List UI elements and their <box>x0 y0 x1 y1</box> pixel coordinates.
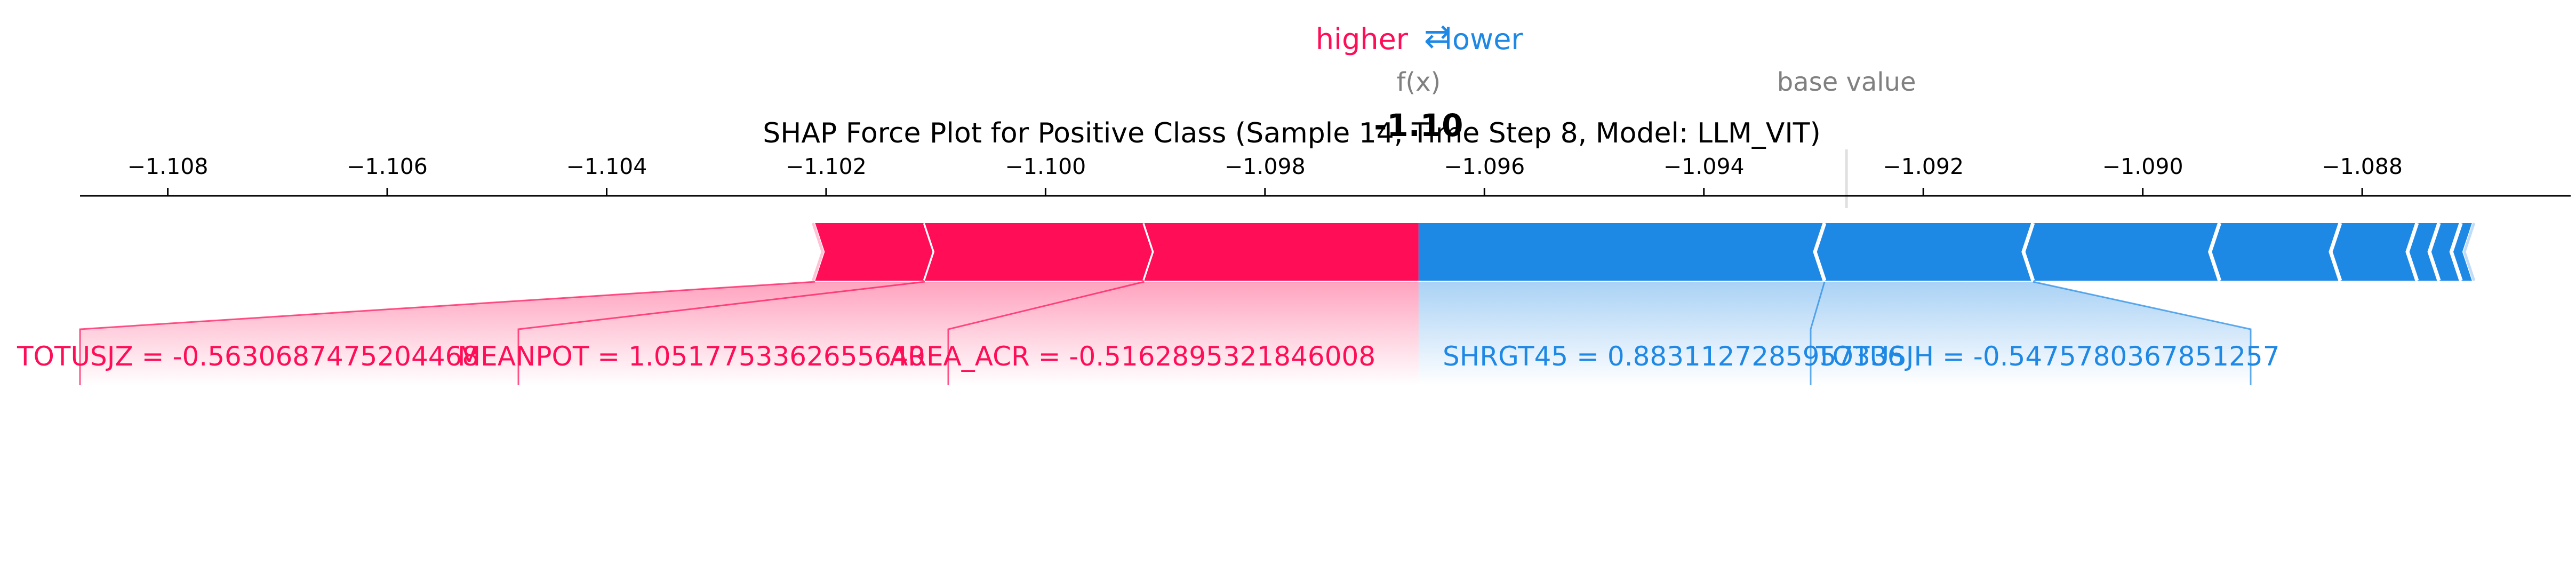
fx-value-label: -1.10 <box>1374 107 1463 144</box>
segment-separator <box>1813 222 1827 282</box>
connector-line <box>2033 281 2252 385</box>
positive-force-bar <box>815 223 935 281</box>
bar-end-notch <box>2463 223 2476 281</box>
connector-line <box>79 281 815 385</box>
negative-force-bar <box>2407 223 2439 281</box>
connector-line <box>517 281 925 385</box>
x-tick-label: −1.100 <box>1005 154 1086 179</box>
negative-force-bar <box>2210 223 2340 281</box>
chart-title: SHAP Force Plot for Positive Class (Samp… <box>763 117 1821 149</box>
segment-separator <box>2405 222 2419 282</box>
feature-label-positive: MEANPOT = 1.0517753362655640 <box>458 341 925 372</box>
connector-fill <box>1418 282 1825 385</box>
fx-label: f(x) <box>1396 67 1441 97</box>
connector-fill <box>80 282 925 385</box>
legend-arrows-icon: ⇄ <box>1424 18 1451 55</box>
force-bars <box>811 222 2476 282</box>
x-tick-label: −1.104 <box>566 154 647 179</box>
segment-separator <box>2207 222 2221 282</box>
label-connectors <box>79 281 2252 385</box>
x-tick-label: −1.092 <box>1883 154 1964 179</box>
x-tick-label: −1.090 <box>2102 154 2183 179</box>
legend-lower-label: lower <box>1444 22 1523 56</box>
x-tick-label: −1.094 <box>1663 154 1745 179</box>
connector-line <box>947 281 1145 385</box>
feature-label-positive: AREA_ACR = -0.5162895321846008 <box>890 341 1375 372</box>
x-tick-label: −1.098 <box>1225 154 1306 179</box>
x-tick-label: −1.102 <box>786 154 867 179</box>
x-tick-label: −1.106 <box>347 154 428 179</box>
connector-fill <box>1811 282 2251 385</box>
x-tick-label: −1.108 <box>127 154 209 179</box>
segment-separator <box>2427 222 2441 282</box>
feature-label-positive: TOTUSJZ = -0.5630687475204468 <box>17 341 479 372</box>
negative-force-bar <box>1815 223 2033 281</box>
legend-higher-label: higher <box>1316 22 1409 56</box>
segment-separator <box>2021 222 2035 282</box>
negative-force-bar <box>1418 223 1825 281</box>
negative-force-bar <box>2023 223 2220 281</box>
positive-force-bar <box>1144 223 1419 281</box>
x-tick-label: −1.096 <box>1444 154 1525 179</box>
negative-force-bar <box>2330 223 2417 281</box>
positive-force-bar <box>925 223 1154 281</box>
base-value-label: base value <box>1777 67 1916 97</box>
feature-label-negative: TOTUSJH = -0.5475780367851257 <box>1815 341 2280 372</box>
segment-separator <box>2329 222 2342 282</box>
x-axis-ticks: −1.108 −1.106 −1.104 −1.102 −1.100 −1.098 −1.0… <box>127 154 2403 196</box>
x-tick-label: −1.088 <box>2322 154 2403 179</box>
bar-end-notch <box>811 223 825 281</box>
connector-fill <box>948 282 1419 385</box>
negative-force-bar <box>2429 223 2461 281</box>
connector-fill <box>518 282 1145 385</box>
segment-separator <box>2449 222 2463 282</box>
feature-label-negative: SHRGT45 = 0.8831127285957336 <box>1443 341 1905 372</box>
